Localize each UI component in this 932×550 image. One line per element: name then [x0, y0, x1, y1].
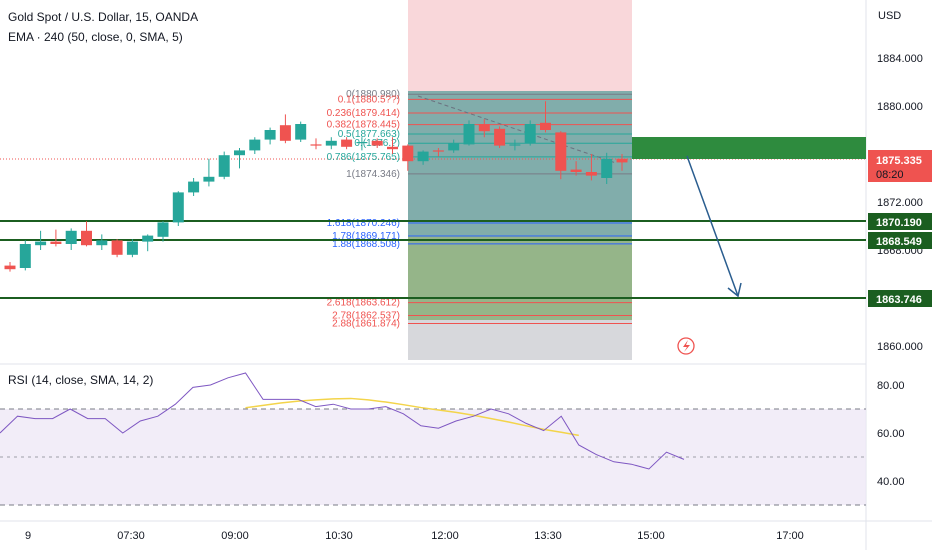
candles — [4, 101, 628, 272]
price-tick-1: 1880.000 — [877, 101, 923, 113]
candle-body — [356, 142, 368, 144]
current-price-tag: 1875.335 08:20 — [868, 150, 932, 182]
time-axis-ticks: 9 07:30 09:00 10:30 12:00 13:30 15:00 17:00 — [25, 530, 804, 542]
resistance-zone[interactable] — [632, 137, 866, 159]
candle-body — [295, 124, 307, 140]
fib-label: 1.78(1869.171) — [332, 231, 400, 242]
candle-body — [387, 146, 398, 150]
candle-body — [448, 143, 460, 151]
fib-top-zone — [408, 0, 632, 91]
current-price-value: 1875.335 — [876, 155, 922, 167]
candle-body — [264, 130, 276, 140]
candle-body — [203, 176, 215, 182]
candle-body — [126, 241, 138, 255]
candle-body — [478, 124, 490, 132]
candle-body — [432, 150, 444, 152]
candle-body — [35, 241, 47, 246]
fib-label: 0(1880.980) — [346, 89, 400, 100]
fib-label: 0.1(1880.5??) — [338, 94, 400, 105]
candle-body — [341, 139, 353, 147]
candle-body — [142, 235, 154, 242]
candle-body — [540, 122, 551, 130]
level-3-value: 1863.746 — [876, 294, 922, 306]
candle-body — [585, 172, 597, 176]
lightning-icon[interactable] — [677, 337, 695, 355]
candle-body — [111, 240, 123, 255]
candle-body — [218, 155, 230, 177]
fib-lines: 0(1880.980)0.1(1880.5??)0.236(1879.414)0… — [327, 89, 632, 330]
arrow-head — [727, 282, 742, 298]
fib-label: 0.5(1877.663) — [338, 129, 400, 140]
price-tick-3: 1872.000 — [877, 197, 923, 209]
fib-label: 0.786(1875.765) — [327, 152, 400, 163]
fib-mid-zone — [408, 91, 632, 236]
candle-body — [96, 240, 108, 246]
rsi-line — [0, 372, 685, 470]
candle-body — [371, 140, 383, 146]
fib-bottom-zone — [408, 320, 632, 360]
candle-body — [19, 244, 31, 268]
price-tick-0: 1884.000 — [877, 53, 923, 65]
price-axis-currency: USD — [878, 10, 901, 22]
price-tick-6: 1860.000 — [877, 341, 923, 353]
candle-body — [616, 158, 628, 163]
candle-body — [81, 230, 92, 246]
candle-body — [65, 230, 77, 244]
time-tick-3: 10:30 — [325, 530, 353, 542]
fib-label: 0.236(1879.414) — [327, 108, 400, 119]
countdown-value: 08:20 — [876, 169, 904, 181]
time-tick-5: 13:30 — [534, 530, 562, 542]
time-tick-7: 17:00 — [776, 530, 804, 542]
fib-label: 2.618(1863.612) — [327, 298, 400, 309]
chart-title: Gold Spot / U.S. Dollar, 15, OANDA — [8, 10, 199, 24]
candle-body — [188, 181, 200, 193]
candle-body — [50, 241, 62, 244]
rsi-indicator-label: RSI (14, close, SMA, 14, 2) — [8, 373, 154, 387]
time-tick-1: 07:30 — [117, 530, 145, 542]
fib-label: 2.88(1861.874) — [332, 319, 400, 330]
candle-body — [463, 124, 475, 145]
candle-body — [570, 169, 582, 172]
fib-label: 0.382(1878.445) — [327, 120, 400, 131]
fib-label: 2.78(1862.537) — [332, 311, 400, 322]
candle-body — [157, 222, 169, 237]
candle-body — [417, 151, 429, 162]
level-tag-1: 1870.190 — [868, 213, 932, 230]
rsi-tick-2: 40.00 — [877, 476, 905, 488]
price-axis-bg — [866, 0, 932, 550]
fib-label: 1(1874.346) — [346, 169, 400, 180]
candle-body — [4, 265, 16, 270]
candle-body — [494, 128, 506, 146]
fib-label: 1.618(1870.246) — [327, 218, 400, 229]
ema-indicator-label: EMA · 240 (50, close, 0, SMA, 5) — [8, 30, 183, 44]
candle-body — [172, 192, 184, 223]
candle-body — [234, 150, 245, 156]
time-tick-2: 09:00 — [221, 530, 249, 542]
candle-body — [402, 145, 414, 162]
candle-body — [325, 140, 337, 146]
level-1-value: 1870.190 — [876, 217, 922, 229]
candle-body — [310, 144, 322, 146]
level-tag-2: 1868.549 — [868, 232, 932, 249]
level-tag-3: 1863.746 — [868, 290, 932, 307]
fib-low-zone — [408, 236, 632, 320]
candle-body — [601, 158, 613, 178]
time-tick-0: 9 — [25, 530, 31, 542]
rsi-axis-ticks: 80.00 60.00 40.00 — [877, 380, 905, 488]
fib-label: 1.88(1868.508) — [332, 239, 400, 250]
time-tick-6: 15:00 — [637, 530, 665, 542]
candle-body — [509, 144, 521, 146]
rsi-tick-1: 60.00 — [877, 428, 905, 440]
candle-body — [524, 124, 536, 144]
time-tick-4: 12:00 — [431, 530, 459, 542]
arrow-shaft — [686, 155, 739, 297]
candle-body — [279, 125, 291, 141]
rsi-tick-0: 80.00 — [877, 380, 905, 392]
candle-body — [249, 139, 261, 151]
candle-body — [555, 132, 567, 171]
projection-arrow[interactable] — [686, 155, 742, 298]
level-2-value: 1868.549 — [876, 236, 922, 248]
